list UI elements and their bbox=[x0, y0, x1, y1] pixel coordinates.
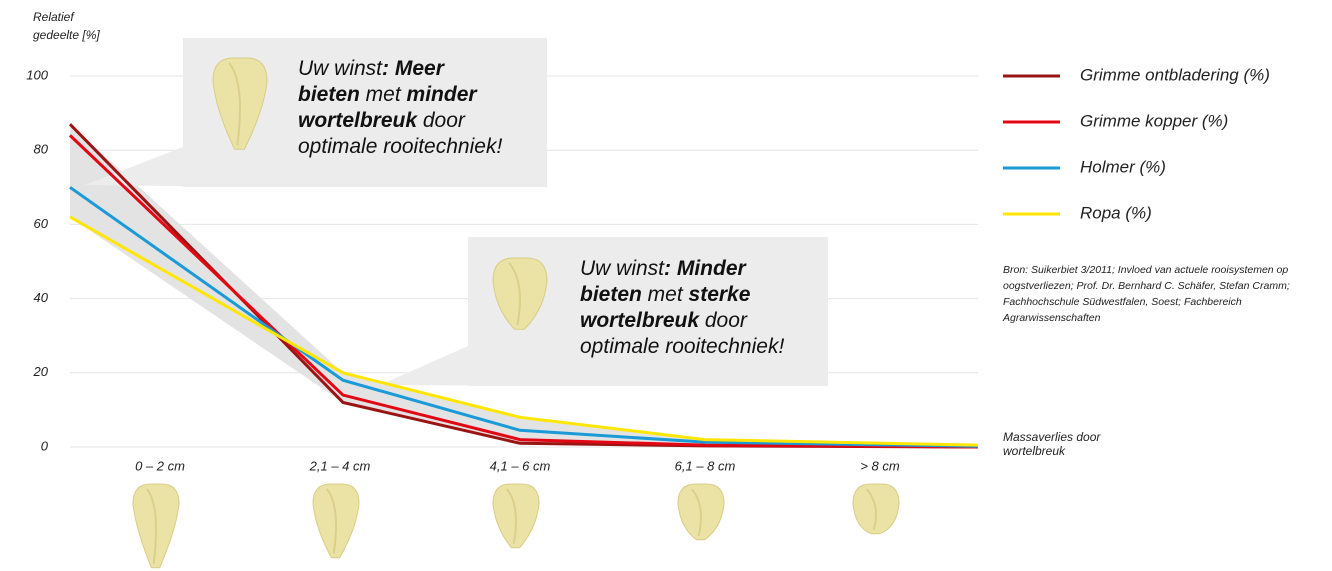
callout-part: optimale rooitechniek! bbox=[298, 135, 502, 158]
callout-part: bieten bbox=[298, 83, 360, 106]
callout-part: sterke bbox=[689, 283, 751, 306]
callout-part: : Minder bbox=[664, 257, 746, 280]
y-tick-label: 100 bbox=[26, 67, 48, 82]
y-tick-label: 60 bbox=[34, 216, 49, 231]
callout-part: met bbox=[642, 283, 689, 306]
callout-part: door bbox=[699, 309, 747, 332]
callout-part: door bbox=[417, 109, 465, 132]
x-tick-label: 0 – 2 cm bbox=[135, 458, 185, 473]
y-axis-label: Relatief gedeelte [%] bbox=[33, 8, 113, 44]
x-tick-label: 4,1 – 6 cm bbox=[490, 458, 551, 473]
source: Bron: Suikerbiet 3/2011; Invloed van act… bbox=[1003, 262, 1328, 326]
callout-part: minder bbox=[407, 83, 477, 106]
callout-part: Uw winst bbox=[580, 257, 664, 280]
callout-text: Uw winst: Meer bieten met minder wortelbre… bbox=[298, 56, 538, 160]
y-tick-label: 20 bbox=[33, 364, 49, 379]
callout-part: met bbox=[360, 83, 407, 106]
page: 0 20 40 60 80 100 0 – 2 cm 2,1 – 4 cm 4,1 – 6 cm… bbox=[0, 0, 1332, 571]
legend-label: Holmer (%) bbox=[1080, 157, 1166, 176]
callout-part: wortelbreuk bbox=[580, 309, 699, 332]
x-tick-label: 2,1 – 4 cm bbox=[309, 458, 371, 473]
legend-label: Grimme kopper (%) bbox=[1080, 111, 1228, 130]
y-tick-label: 40 bbox=[34, 290, 49, 305]
legend-label: Ropa (%) bbox=[1080, 203, 1152, 222]
y-tick-label: 0 bbox=[41, 438, 49, 453]
callout-part: bieten bbox=[580, 283, 642, 306]
x-tick-label: > 8 cm bbox=[860, 458, 900, 473]
callout-text: Uw winst: Minder bieten met sterke wortelb… bbox=[580, 256, 820, 360]
x-axis-label: Massaverlies door wortelbreuk bbox=[1003, 430, 1153, 458]
callout-part: Uw winst bbox=[298, 57, 382, 80]
legend-label: Grimme ontbladering (%) bbox=[1080, 65, 1270, 84]
callout-part: optimale rooitechniek! bbox=[580, 335, 784, 358]
x-tick-label: 6,1 – 8 cm bbox=[675, 458, 736, 473]
callout-part: wortelbreuk bbox=[298, 109, 417, 132]
y-tick-label: 80 bbox=[34, 142, 49, 157]
callout-part: : Meer bbox=[382, 57, 444, 80]
